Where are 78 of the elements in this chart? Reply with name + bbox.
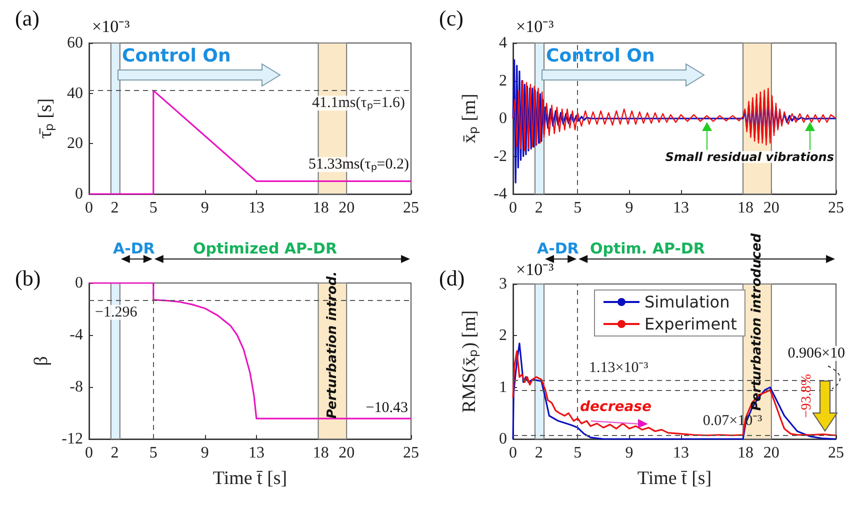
x-tick-label: 25 [403,444,419,462]
y-tick-label: -8 [70,378,83,396]
y-tick-label: 60 [67,34,83,52]
x-tick-label: 5 [149,200,158,216]
text: ×10⁻³ [516,17,554,36]
annotation: Control On [546,46,655,66]
chart-title: (d) [439,266,465,290]
x-tick-label: 2 [534,444,543,462]
chart-title: (b) [15,266,41,290]
legend-label: Simulation [644,292,730,312]
x-tick-label: 5 [574,444,582,462]
y-tick-label: 0 [499,430,507,448]
annotation: −10.43 [366,400,408,416]
y-tick-label: -4 [494,186,507,202]
chart-title: (a) [15,6,40,30]
x-tick-label: 9 [625,200,634,216]
text: ×10⁻³ [92,17,130,36]
y-tick-label: 0 [75,274,83,292]
annotation: 51.33ms(τₚ=0.2) [308,156,410,172]
y-tick-label: -2 [494,148,507,165]
x-tick-label: 2 [110,200,119,216]
y-tick-label: -4 [70,326,83,344]
y-tick-label: 4 [499,34,507,52]
legend-label: Experiment [644,314,737,334]
y-tick-label: -12 [62,430,83,448]
y-axis-title: x̄ₚ [m] [459,94,480,144]
annotation: Small residual vibrations [665,150,834,164]
y-tick-label: 20 [67,135,83,152]
annotation: 0.906×10 [788,346,845,362]
y-axis-title: τ̄ₚ [s] [35,98,56,139]
text: ×10⁻³ [516,260,554,279]
y-tick-label: 1 [499,378,507,396]
x-tick-label: 13 [672,444,689,462]
y-tick-label: 40 [67,84,83,102]
x-tick-label: 18 [312,444,329,462]
ref-line-label: −1.296 [95,304,138,320]
y-tick-label: 2 [499,327,507,344]
x-tick-label: 9 [200,444,209,462]
x-tick-label: 9 [200,200,209,216]
x-tick-label: 13 [248,444,264,462]
y-tick-label: 0 [75,186,83,202]
x-axis-title: Time t̄ [s] [212,468,288,489]
ref-line-label: 41.1ms(τₚ=1.6) [312,95,406,112]
band-label: Perturbation introd. [324,271,340,419]
y-tick-label: 0 [499,110,507,127]
annotation: −93.8% [800,374,814,418]
text: Optim. AP-DR [590,240,706,258]
text: A-DR [113,240,156,258]
annotation: Control On [122,46,231,66]
x-tick-label: 5 [574,200,582,216]
x-tick-label: 20 [338,200,355,216]
x-tick-label: 20 [763,444,780,462]
x-tick-label: 18 [738,444,754,462]
x-tick-label: 20 [763,200,780,216]
band-label: Perturbation introduced [750,232,765,411]
x-tick-label: 13 [672,200,689,216]
y-axis-title: β [30,356,52,366]
x-tick-label: 2 [534,200,543,216]
y-axis-title: RMS(x̄ₚ) [m] [459,310,480,413]
x-tick-label: 25 [828,444,844,462]
x-tick-label: 2 [110,444,119,462]
x-axis-title: Time t̄ [s] [637,468,712,489]
x-tick-label: 20 [338,444,355,462]
x-tick-label: 5 [149,444,158,462]
annotation: decrease [580,399,652,415]
line-series [512,80,837,152]
text: A-DR [537,240,580,258]
x-tick-label: 18 [738,200,754,216]
x-tick-label: 13 [248,200,264,216]
ref-line-label: 1.13×10⁻³ [589,360,649,376]
y-tick-label: 2 [499,72,507,90]
x-tick-label: 18 [312,200,329,216]
x-tick-label: 9 [625,444,634,462]
chart-title: (c) [439,6,464,30]
x-tick-label: 25 [828,200,844,216]
y-tick-label: 3 [499,276,507,292]
x-tick-label: 25 [403,200,419,216]
text: Optimized AP-DR [193,240,338,258]
